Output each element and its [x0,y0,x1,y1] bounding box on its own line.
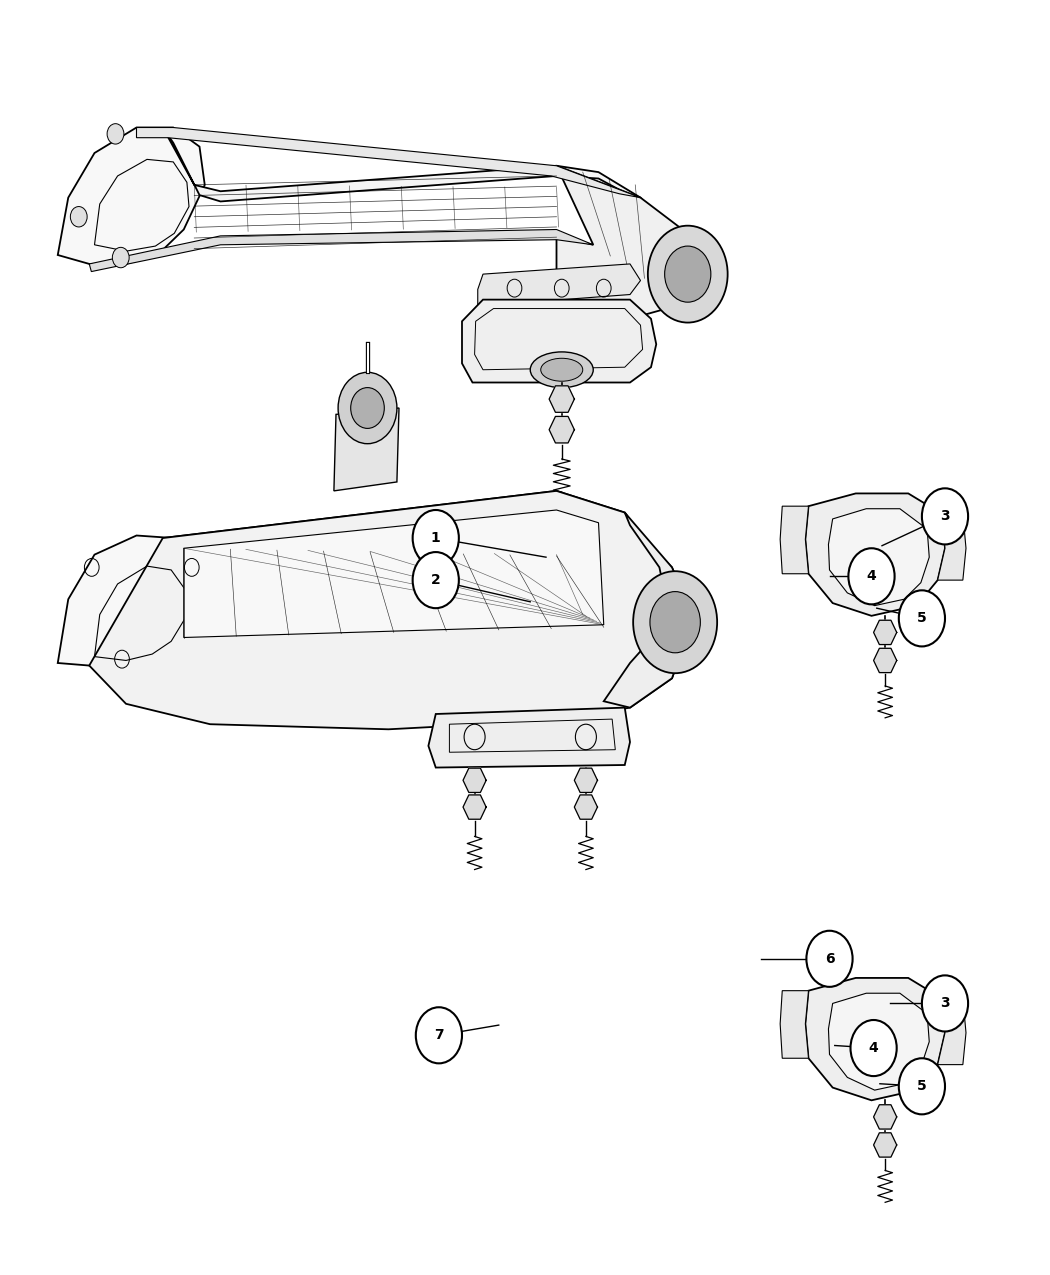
Text: 5: 5 [917,612,927,625]
Text: 3: 3 [940,997,950,1010]
Ellipse shape [530,352,593,388]
Polygon shape [163,625,630,659]
Circle shape [633,571,717,673]
Polygon shape [874,620,897,645]
Polygon shape [89,230,593,272]
Ellipse shape [541,358,583,381]
Circle shape [107,124,124,144]
Polygon shape [828,509,929,606]
Polygon shape [163,491,640,551]
Circle shape [922,975,968,1031]
Text: 6: 6 [824,952,835,965]
Polygon shape [828,993,929,1090]
Circle shape [413,510,459,566]
Polygon shape [184,510,604,638]
Polygon shape [334,408,399,491]
Circle shape [413,552,459,608]
Polygon shape [874,1104,897,1130]
Text: 7: 7 [434,1029,444,1042]
Polygon shape [549,386,574,412]
Text: 5: 5 [917,1080,927,1093]
Polygon shape [556,166,698,319]
Polygon shape [805,978,945,1100]
Circle shape [648,226,728,323]
Polygon shape [574,768,597,793]
Circle shape [416,1007,462,1063]
Circle shape [112,247,129,268]
Circle shape [351,388,384,428]
Circle shape [338,372,397,444]
Polygon shape [428,708,630,768]
Text: 3: 3 [940,510,950,523]
Polygon shape [58,128,205,264]
Polygon shape [574,794,597,820]
Polygon shape [463,794,486,820]
Circle shape [650,592,700,653]
Text: 4: 4 [866,570,877,583]
Polygon shape [478,264,640,306]
Polygon shape [58,536,205,667]
Polygon shape [136,128,640,198]
Circle shape [899,590,945,646]
Circle shape [899,1058,945,1114]
Circle shape [70,207,87,227]
Polygon shape [780,506,808,574]
Polygon shape [938,514,966,580]
Circle shape [922,488,968,544]
Polygon shape [89,491,693,729]
Polygon shape [549,417,574,442]
Circle shape [850,1020,897,1076]
Polygon shape [938,998,966,1065]
Polygon shape [874,648,897,673]
Polygon shape [604,513,693,708]
Polygon shape [163,128,646,204]
Circle shape [665,246,711,302]
Circle shape [806,931,853,987]
Polygon shape [780,991,808,1058]
Circle shape [848,548,895,604]
Polygon shape [874,1132,897,1158]
Polygon shape [463,768,486,793]
Text: 4: 4 [868,1042,879,1054]
Text: 2: 2 [430,574,441,586]
Text: 1: 1 [430,532,441,544]
Polygon shape [805,493,945,616]
Polygon shape [462,300,656,382]
